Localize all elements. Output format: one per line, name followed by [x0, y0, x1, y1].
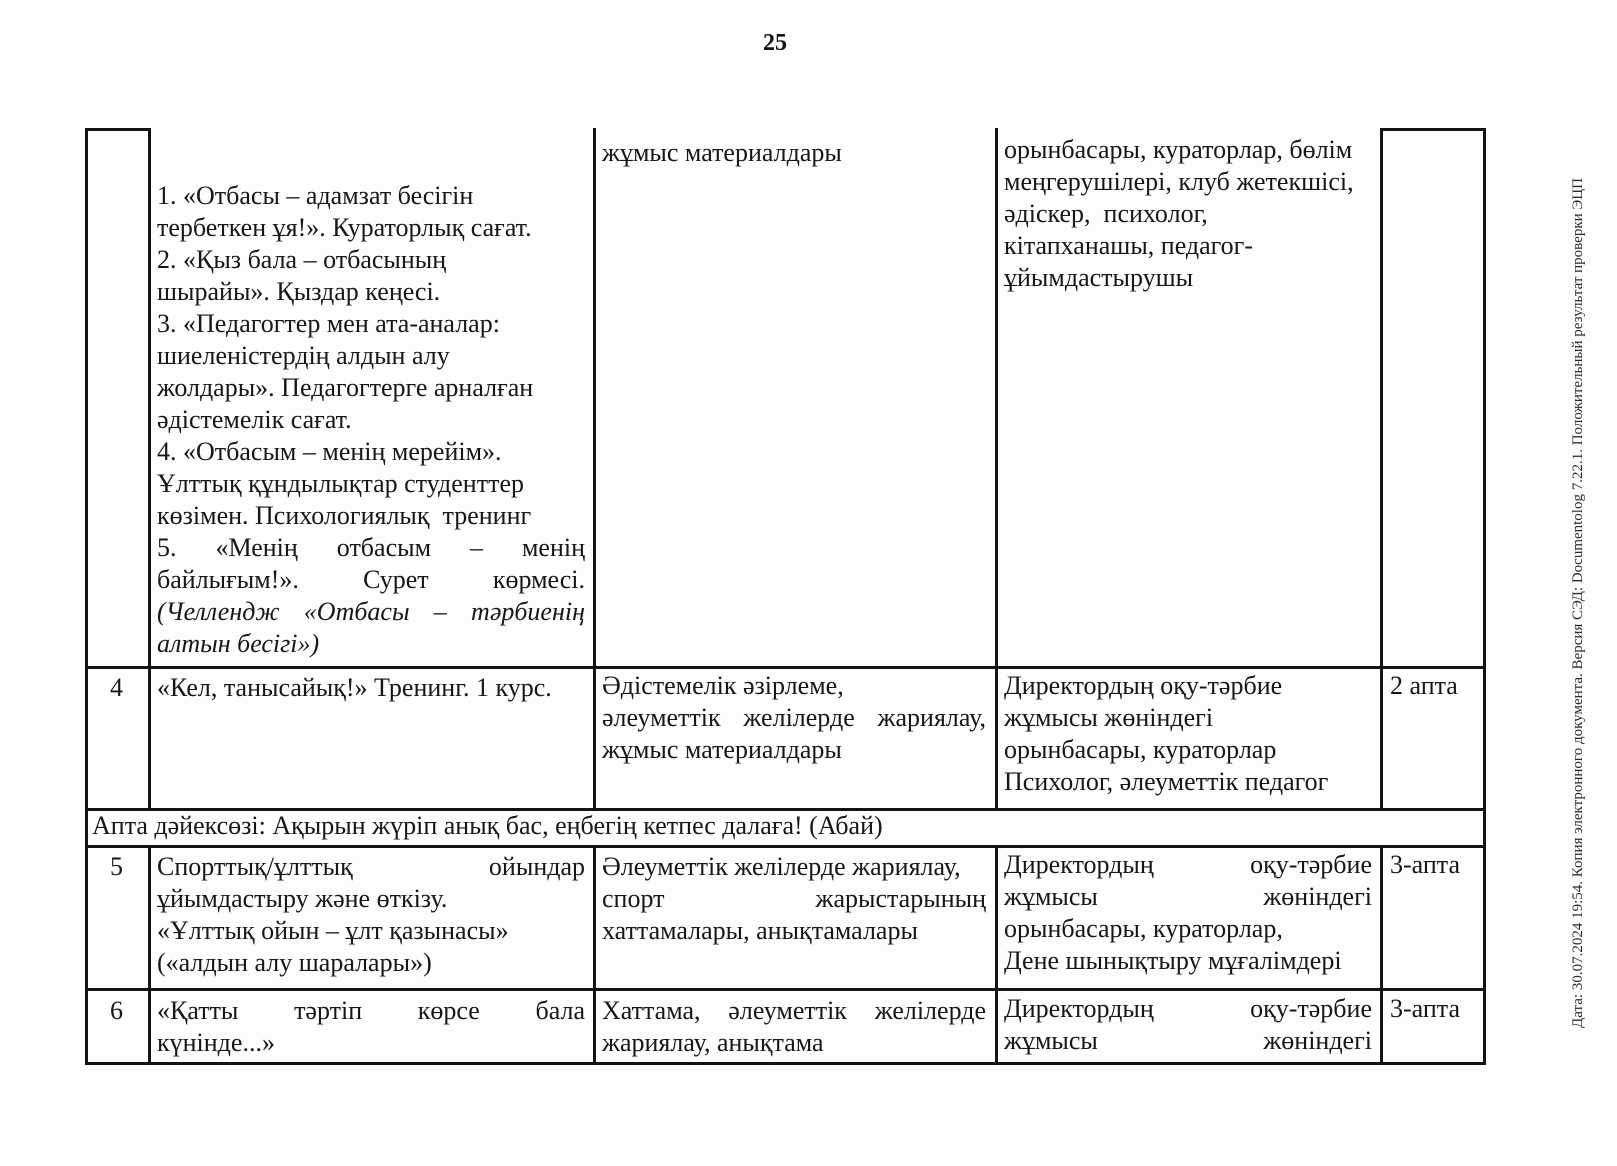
row6-documents-cell: Хаттама, әлеуметтік желілерде жариялау, …	[602, 995, 986, 1059]
table-divider-activities-upper	[593, 128, 596, 811]
row-continuation-bottom-border	[85, 666, 1486, 669]
text-line: жұмысы жөніндегі	[1004, 1026, 1372, 1055]
row5-activities-cell: Спорттық/ұлттық ойындар ұйымдастыру және…	[157, 851, 585, 979]
text-line: ұйымдастырушы	[1004, 263, 1194, 292]
text-line: әдістемелік сағат.	[157, 405, 352, 434]
text-line: «Ұлттық ойын – ұлт қазынасы»	[157, 916, 509, 945]
row6-responsible-cell: Директордың оқу-тәрбие жұмысы жөніндегі	[1004, 993, 1372, 1057]
text-line: Директордың оқу-тәрбие	[1004, 994, 1372, 1023]
continuation-activities-cell: 1. «Отбасы – адамзат бесігін тербеткен ұ…	[157, 180, 585, 660]
table-divider-responsible-lower	[1380, 845, 1383, 1065]
digital-signature-note: Дата: 30.07.2024 19:54. Копия электронно…	[1570, 178, 1586, 1028]
text-line: күнінде...»	[157, 1028, 275, 1057]
text-line: («алдын алу шаралары»)	[157, 948, 432, 977]
text-line: Директордың оқу-тәрбие	[1004, 850, 1372, 879]
text-line: Хаттама, әлеуметтік желілерде	[602, 996, 986, 1025]
text-line: Ұлттық құндылықтар студенттер	[157, 469, 524, 498]
continuation-documents-cell: жұмыс материалдары	[602, 137, 984, 169]
table-divider-documents-lower	[995, 845, 998, 1065]
text-line: Әдістемелік әзірлеме,	[602, 671, 844, 700]
text-line: Спорттық/ұлттық ойындар	[157, 852, 585, 881]
continuation-responsible-cell: орынбасары, кураторлар, бөлім меңгерушіл…	[1004, 134, 1372, 294]
text-line: 3-апта	[1390, 850, 1460, 879]
table-divider-activities-lower	[593, 845, 596, 1065]
text-line: байлығым!». Сурет көрмесі.	[157, 565, 585, 594]
row5-documents-cell: Әлеуметтік желілерде жариялау, спорт жар…	[602, 851, 986, 947]
text-line: жолдары». Педагогтерге арналған	[157, 373, 534, 402]
table-border-top-week	[1380, 128, 1486, 131]
text-line: жұмысы жөніндегі	[1004, 703, 1214, 732]
text-line: орынбасары, кураторлар, бөлім	[1004, 135, 1353, 164]
text-line: әдіскер, психолог,	[1004, 199, 1208, 228]
text-line: орынбасары, кураторлар,	[1004, 914, 1283, 943]
text-line: шиеленістердің алдын алу	[157, 341, 450, 370]
text-line: жұмысы жөніндегі	[1004, 882, 1372, 911]
week-quote: Апта дәйексөзі: Ақырын жүріп анық бас, е…	[92, 811, 883, 840]
table-border-right	[1483, 128, 1486, 1065]
text-line: 1. «Отбасы – адамзат бесігін	[157, 181, 474, 210]
row6-week-cell: 3-апта	[1390, 993, 1478, 1025]
text-line: 2 апта	[1390, 671, 1458, 700]
text-line: 3-апта	[1390, 994, 1460, 1023]
text-line: Әлеуметтік желілерде жариялау,	[602, 852, 961, 881]
page-number: 25	[763, 30, 787, 56]
text-line: (Челлендж «Отбасы – тәрбиенің	[157, 597, 585, 626]
text-line: тербеткен ұя!». Кураторлық сағат.	[157, 213, 532, 242]
text-line: Психолог, әлеуметтік педагог	[1004, 767, 1329, 796]
text-line: ұйымдастыру және өткізу.	[157, 884, 448, 913]
text-line: «Қатты тәртіп көрсе бала	[157, 996, 585, 1025]
table-divider-documents-upper	[995, 128, 998, 811]
table-border-bottom	[85, 1062, 1486, 1065]
row4-activities-cell: «Кел, танысайық!» Тренинг. 1 курс.	[157, 672, 585, 704]
text-line: Дене шынықтыру мұғалімдері	[1004, 946, 1342, 975]
text-line: 3. «Педагогтер мен ата-аналар:	[157, 309, 500, 338]
row5-bottom-border	[85, 988, 1486, 991]
text-line: көзімен. Психологиялық тренинг	[157, 501, 532, 530]
text-line: хаттамалары, анықтамалары	[602, 916, 918, 945]
row4-bottom-border	[85, 808, 1486, 811]
table-border-top-num	[85, 128, 151, 131]
row5-number-cell: 5	[110, 852, 123, 881]
text-line: кітапханашы, педагог-	[1004, 231, 1254, 260]
text-line: меңгерушілері, клуб жетекшісі,	[1004, 167, 1354, 196]
text-line: орынбасары, кураторлар	[1004, 735, 1277, 764]
table-divider-num-lower	[148, 845, 151, 1065]
text-line: 4. «Отбасым – менің мерейім».	[157, 437, 502, 466]
row5-responsible-cell: Директордың оқу-тәрбие жұмысы жөніндегі …	[1004, 849, 1372, 977]
text-line: 2. «Қыз бала – отбасының	[157, 245, 447, 274]
text-line: «Кел, танысайық!» Тренинг. 1 курс.	[157, 673, 552, 702]
text-line: 5. «Менің отбасым – менің	[157, 533, 585, 562]
row6-activities-cell: «Қатты тәртіп көрсе бала күнінде...»	[157, 995, 585, 1059]
text-line: Директордың оқу-тәрбие	[1004, 671, 1283, 700]
table-border-left	[85, 128, 88, 1065]
text-line: жұмыс материалдары	[602, 735, 842, 764]
quote-row-bottom-border	[85, 845, 1486, 848]
row4-week-cell: 2 апта	[1390, 670, 1478, 702]
text-line: әлеуметтік желілерде жариялау,	[602, 703, 986, 732]
text-line: жариялау, анықтама	[602, 1028, 824, 1057]
text-line: шырайы». Қыздар кеңесі.	[157, 277, 441, 306]
table-divider-num-upper	[148, 128, 151, 811]
text-line: жұмыс материалдары	[602, 138, 842, 167]
row5-week-cell: 3-апта	[1390, 849, 1478, 881]
row6-number-cell: 6	[110, 996, 123, 1025]
table-divider-responsible-upper	[1380, 128, 1383, 811]
row4-documents-cell: Әдістемелік әзірлеме, әлеуметтік желілер…	[602, 670, 986, 766]
row4-responsible-cell: Директордың оқу-тәрбие жұмысы жөніндегі …	[1004, 670, 1372, 798]
text-line: алтын бесігі»)	[157, 629, 320, 658]
row4-number-cell: 4	[110, 673, 123, 702]
text-line: спорт жарыстарының	[602, 884, 986, 913]
